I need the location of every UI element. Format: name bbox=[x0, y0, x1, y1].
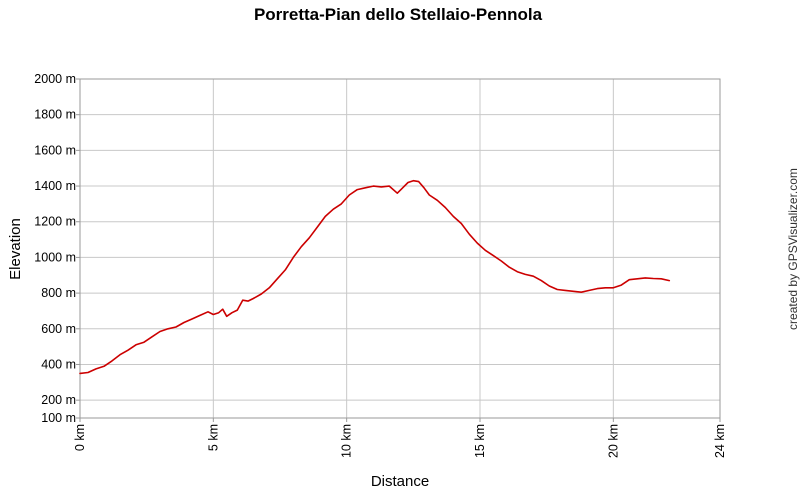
y-tick-label: 600 m bbox=[41, 322, 76, 336]
elevation-series-line bbox=[79, 179, 671, 375]
y-axis: 100 m 200 m 400 m 600 m 800 m 1000 m 1200 m 140… bbox=[34, 72, 80, 425]
grid-lines bbox=[79, 78, 721, 419]
y-tick-label: 1600 m bbox=[34, 143, 76, 157]
credit-text: created by GPSVisualizer.com bbox=[786, 168, 800, 330]
y-tick-label: 400 m bbox=[41, 357, 76, 371]
x-tick-label: 10 km bbox=[340, 424, 354, 458]
y-tick-label: 1000 m bbox=[34, 250, 76, 264]
y-axis-label: Elevation bbox=[7, 218, 24, 280]
y-tick-label: 1400 m bbox=[34, 179, 76, 193]
x-axis-label: Distance bbox=[371, 473, 429, 490]
x-axis: 0 km 5 km 10 km 15 km 20 km 24 km bbox=[73, 418, 727, 458]
y-tick-label: 200 m bbox=[41, 393, 76, 407]
x-tick-label: 5 km bbox=[206, 424, 220, 451]
x-tick-label: 24 km bbox=[713, 424, 727, 458]
y-tick-label: 800 m bbox=[41, 286, 76, 300]
y-tick-label: 2000 m bbox=[34, 72, 76, 86]
y-tick-label: 1800 m bbox=[34, 108, 76, 122]
x-tick-label: 20 km bbox=[606, 424, 620, 458]
x-tick-label: 15 km bbox=[473, 424, 487, 458]
chart-title: Porretta-Pian dello Stellaio-Pennola bbox=[254, 5, 543, 24]
x-tick-label: 0 km bbox=[73, 424, 87, 451]
y-tick-label: 100 m bbox=[41, 411, 76, 425]
y-tick-label: 1200 m bbox=[34, 215, 76, 229]
plot-frame bbox=[79, 78, 721, 419]
